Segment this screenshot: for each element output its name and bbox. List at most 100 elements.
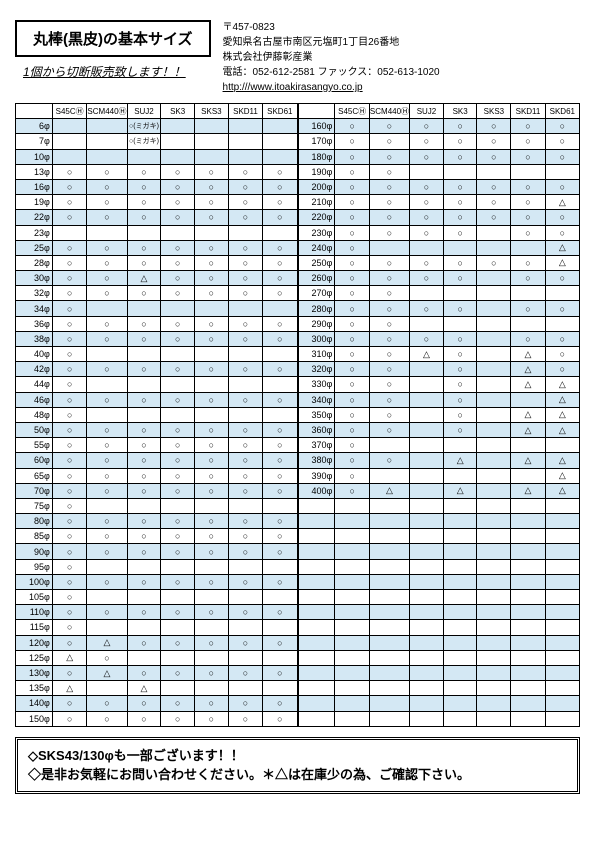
availability-cell [263,620,297,635]
availability-cell [127,301,161,316]
availability-cell [477,650,511,665]
availability-cell: ○ [369,362,409,377]
availability-cell [511,392,545,407]
availability-cell: ○ [228,240,262,255]
availability-cell [87,681,127,696]
availability-cell: ○ [410,271,444,286]
availability-cell: ○ [335,255,370,270]
availability-cell [263,407,297,422]
availability-cell: ○ [52,483,87,498]
size-label [298,681,335,696]
table-row: 110φ○○○○○○○ [16,605,298,620]
size-label: 350φ [298,407,335,422]
availability-cell [477,438,511,453]
availability-cell [410,377,444,392]
table-row: 100φ○○○○○○○ [16,574,298,589]
availability-cell: ○ [194,529,228,544]
availability-cell: ○ [443,377,477,392]
availability-cell: ○ [194,392,228,407]
size-label: 22φ [16,210,53,225]
size-label: 46φ [16,392,53,407]
table-row: 38φ○○○○○○○ [16,331,298,346]
availability-cell: ○ [228,468,262,483]
size-label: 280φ [298,301,335,316]
availability-cell: △ [127,681,161,696]
table-row [298,605,580,620]
availability-cell [369,559,409,574]
availability-cell: ○ [127,483,161,498]
availability-cell: ○ [369,271,409,286]
table-row: 135φ△△ [16,681,298,696]
availability-cell [228,590,262,605]
availability-cell: ○ [87,195,127,210]
availability-cell [335,529,370,544]
availability-cell: ○ [443,422,477,437]
size-label [298,605,335,620]
availability-cell: ○ [194,210,228,225]
footer-box: ◇SKS43/130φも一部ございます！！ ◇是非お気軽にお問い合わせください。… [15,737,580,794]
availability-cell [511,529,545,544]
availability-cell [410,544,444,559]
column-header: SK3 [443,104,477,119]
availability-cell: ○ [369,422,409,437]
availability-cell: ○ [477,195,511,210]
availability-cell: ○ [410,134,444,149]
availability-cell [161,149,195,164]
availability-cell: ○ [335,331,370,346]
availability-cell [545,590,579,605]
availability-cell: ○ [263,635,297,650]
availability-cell [410,711,444,726]
availability-cell [545,529,579,544]
availability-cell [443,438,477,453]
availability-cell [477,225,511,240]
availability-cell: ○ [335,195,370,210]
availability-cell [194,681,228,696]
availability-cell [127,407,161,422]
table-row [298,514,580,529]
availability-cell: ○ [410,210,444,225]
availability-cell [369,544,409,559]
availability-cell [335,574,370,589]
availability-cell: △ [410,347,444,362]
availability-cell [410,635,444,650]
availability-cell [194,119,228,134]
size-label [298,711,335,726]
availability-cell: △ [511,453,545,468]
size-label: 135φ [16,681,53,696]
availability-cell: ○ [263,392,297,407]
availability-cell: ○ [263,574,297,589]
availability-cell: ○ [194,362,228,377]
availability-cell: ○ [511,301,545,316]
table-row: 190φ○○ [298,164,580,179]
availability-cell: △ [545,422,579,437]
availability-cell [161,347,195,362]
availability-cell [228,301,262,316]
table-row: 125φ△○ [16,650,298,665]
availability-cell: ○ [52,422,87,437]
availability-cell [369,681,409,696]
availability-cell [161,681,195,696]
availability-cell [228,347,262,362]
availability-cell: ○ [194,422,228,437]
availability-cell [161,620,195,635]
availability-cell: ○ [335,453,370,468]
availability-cell: ○ [369,377,409,392]
availability-cell: ○ [161,605,195,620]
availability-cell [511,605,545,620]
size-label [298,574,335,589]
size-label: 115φ [16,620,53,635]
availability-cell: ○ [52,635,87,650]
table-row: 340φ○○○△ [298,392,580,407]
size-label: 140φ [16,696,53,711]
availability-cell: ○ [228,210,262,225]
table-row: 220φ○○○○○○○ [298,210,580,225]
availability-cell: ○ [263,210,297,225]
table-row: 310φ○○△○△○ [298,347,580,362]
availability-cell [477,468,511,483]
table-row: 270φ○○ [298,286,580,301]
availability-cell: ○ [228,574,262,589]
availability-cell [410,407,444,422]
availability-cell [511,544,545,559]
table-row [298,696,580,711]
table-row: 390φ○△ [298,468,580,483]
